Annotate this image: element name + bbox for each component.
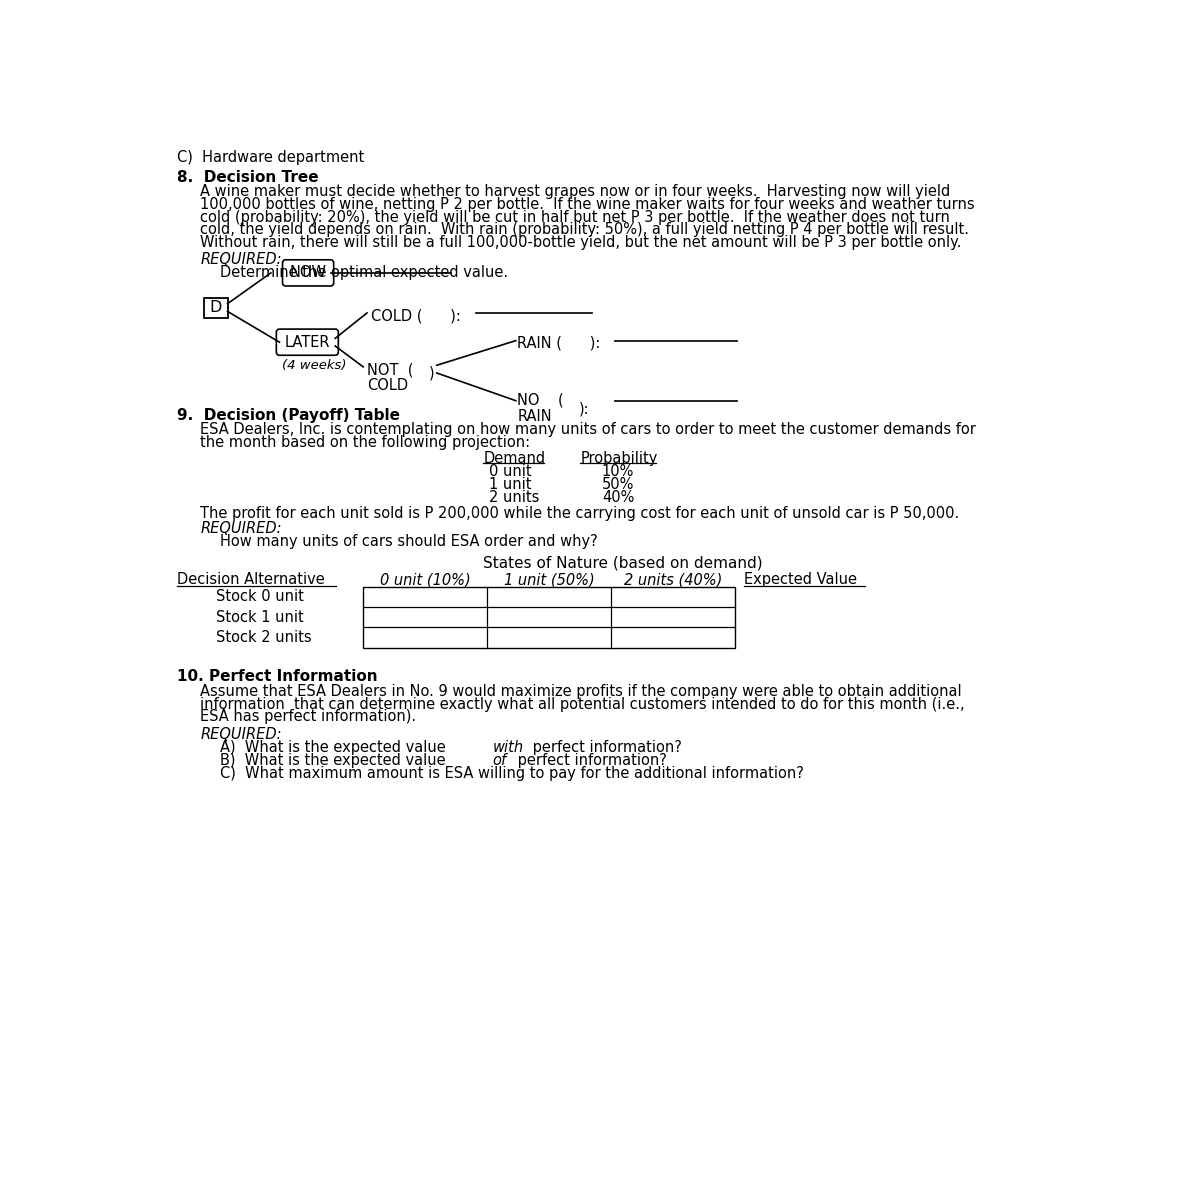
Text: ESA Dealers, Inc. is contemplating on how many units of cars to order to meet th: ESA Dealers, Inc. is contemplating on ho… (200, 422, 977, 438)
Text: 10. Perfect Information: 10. Perfect Information (178, 670, 378, 684)
Text: NOT  (: NOT ( (367, 362, 414, 377)
Text: D: D (210, 300, 222, 315)
Text: Expected Value: Expected Value (744, 573, 858, 587)
Text: REQUIRED:: REQUIRED: (200, 520, 282, 536)
FancyBboxPatch shape (276, 329, 338, 355)
Text: perfect information?: perfect information? (512, 753, 666, 768)
Text: COLD (      ):: COLD ( ): (371, 309, 461, 323)
Text: States of Nature (based on demand): States of Nature (based on demand) (482, 555, 762, 570)
Text: Decision Alternative: Decision Alternative (178, 573, 325, 587)
Text: LATER: LATER (284, 335, 330, 349)
Text: 2 units (40%): 2 units (40%) (624, 573, 722, 587)
Text: NOW: NOW (289, 266, 326, 280)
Text: C)  What maximum amount is ESA willing to pay for the additional information?: C) What maximum amount is ESA willing to… (220, 765, 804, 781)
Text: ):: ): (580, 402, 590, 416)
Text: B)  What is the expected value: B) What is the expected value (220, 753, 450, 768)
Text: cold, the yield depends on rain.  With rain (probability: 50%), a full yield net: cold, the yield depends on rain. With ra… (200, 222, 970, 238)
Text: the month based on the following projection:: the month based on the following project… (200, 435, 530, 450)
Text: A)  What is the expected value: A) What is the expected value (220, 740, 450, 755)
Text: Probability: Probability (580, 451, 658, 465)
Text: Without rain, there will still be a full 100,000-bottle yield, but the net amoun: Without rain, there will still be a full… (200, 236, 961, 250)
Text: REQUIRED:: REQUIRED: (200, 727, 282, 742)
Text: information  that can determine exactly what all potential customers intended to: information that can determine exactly w… (200, 697, 965, 712)
Text: The profit for each unit sold is P 200,000 while the carrying cost for each unit: The profit for each unit sold is P 200,0… (200, 506, 960, 521)
Text: 0 unit (10%): 0 unit (10%) (379, 573, 470, 587)
Bar (204, 298, 228, 318)
Text: COLD: COLD (367, 378, 408, 392)
Text: Stock 2 units: Stock 2 units (216, 630, 312, 645)
Text: perfect information?: perfect information? (528, 740, 682, 755)
Text: 50%: 50% (602, 477, 635, 492)
Text: RAIN (      ):: RAIN ( ): (517, 335, 601, 350)
Text: Stock 1 unit: Stock 1 unit (216, 610, 304, 624)
Text: C)  Hardware department: C) Hardware department (178, 150, 365, 165)
Text: Demand: Demand (484, 451, 545, 465)
Text: REQUIRED:: REQUIRED: (200, 252, 282, 268)
Text: A wine maker must decide whether to harvest grapes now or in four weeks.  Harves: A wine maker must decide whether to harv… (200, 184, 950, 200)
Text: 40%: 40% (602, 489, 635, 505)
Text: How many units of cars should ESA order and why?: How many units of cars should ESA order … (220, 533, 598, 549)
Text: 100,000 bottles of wine, netting P 2 per bottle.  If the wine maker waits for fo: 100,000 bottles of wine, netting P 2 per… (200, 197, 974, 212)
Text: 1 unit (50%): 1 unit (50%) (504, 573, 594, 587)
Text: Determine the optimal expected value.: Determine the optimal expected value. (220, 266, 508, 280)
Text: Assume that ESA Dealers in No. 9 would maximize profits if the company were able: Assume that ESA Dealers in No. 9 would m… (200, 684, 962, 698)
Text: of: of (492, 753, 506, 768)
Text: cold (probability: 20%), the yield will be cut in half but net P 3 per bottle.  : cold (probability: 20%), the yield will … (200, 209, 950, 225)
Text: 8.  Decision Tree: 8. Decision Tree (178, 170, 319, 184)
Text: NO    (: NO ( (517, 393, 564, 408)
Text: RAIN: RAIN (517, 409, 552, 425)
Text: Stock 0 unit: Stock 0 unit (216, 590, 304, 604)
Text: (4 weeks): (4 weeks) (282, 359, 347, 372)
FancyBboxPatch shape (282, 260, 334, 286)
Text: 2 units: 2 units (490, 489, 540, 505)
Text: 9.  Decision (Payoff) Table: 9. Decision (Payoff) Table (178, 408, 400, 422)
Text: 0 unit: 0 unit (490, 464, 532, 480)
Text: 10%: 10% (602, 464, 635, 480)
Text: ): ) (430, 365, 434, 380)
Bar (364, 587, 736, 648)
Text: with: with (492, 740, 523, 755)
Text: 1 unit: 1 unit (490, 477, 532, 492)
Text: ESA has perfect information).: ESA has perfect information). (200, 709, 416, 725)
